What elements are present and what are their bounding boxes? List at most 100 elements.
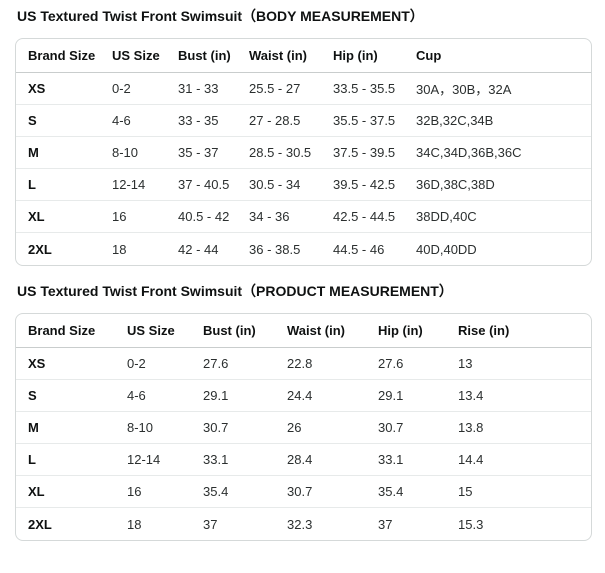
table-cell: 28.4 (275, 444, 366, 476)
table-cell: 13 (446, 348, 591, 380)
brand-size-cell: XL (16, 201, 100, 233)
body-measurement-section: US Textured Twist Front Swimsuit（BODY ME… (15, 8, 592, 266)
table-cell: 16 (100, 201, 166, 233)
table-cell: 24.4 (275, 380, 366, 412)
header-row: Brand Size US Size Bust (in) Waist (in) … (16, 314, 591, 348)
table-cell: 37.5 - 39.5 (321, 137, 404, 169)
table-cell: 28.5 - 30.5 (237, 137, 321, 169)
body-measurement-title: US Textured Twist Front Swimsuit（BODY ME… (17, 8, 424, 24)
column-header-brand-size: Brand Size (16, 314, 115, 348)
column-header-brand-size: Brand Size (16, 39, 100, 73)
table-cell: 35.4 (191, 476, 275, 508)
table-cell: 38DD,40C (404, 201, 591, 233)
table-cell: 37 (203, 516, 218, 532)
table-cell: 12-14 (115, 444, 191, 476)
body-measurement-table: Brand Size US Size Bust (in) Waist (in) … (15, 38, 592, 266)
table-cell: 27.6 (366, 348, 446, 380)
product-measurement-section: US Textured Twist Front Swimsuit（PRODUCT… (15, 283, 592, 541)
table-cell: 40D,40DD (416, 241, 477, 257)
table-row: S 4-6 29.1 24.4 29.1 13.4 (16, 380, 591, 412)
table-cell: 42 - 44 (178, 241, 219, 257)
column-header-hip: Hip (in) (321, 39, 404, 73)
table-cell: 27 - 28.5 (237, 105, 321, 137)
brand-size-cell: 2XL (28, 516, 52, 532)
table-cell: 33.1 (366, 444, 446, 476)
brand-size-cell: L (16, 169, 100, 201)
table-cell: 25.5 - 27 (237, 73, 321, 105)
table-cell: 34C,34D,36B,36C (404, 137, 591, 169)
brand-size-cell: M (16, 137, 100, 169)
table-row: L 12-14 33.1 28.4 33.1 14.4 (16, 444, 591, 476)
table-cell: 4-6 (115, 380, 191, 412)
table-cell: 35 - 37 (166, 137, 237, 169)
brand-size-cell: 2XL (28, 241, 52, 257)
table-cell: 37 - 40.5 (166, 169, 237, 201)
table-cell: 37 (378, 516, 393, 532)
column-header-us-size: US Size (115, 314, 191, 348)
column-header-bust: Bust (in) (191, 314, 275, 348)
table-row: S 4-6 33 - 35 27 - 28.5 35.5 - 37.5 32B,32C,3… (16, 105, 591, 137)
table-cell: 30A，30B，32A (404, 73, 591, 105)
table-row: XL 16 40.5 - 42 34 - 36 42.5 - 44.5 38DD,40C (16, 201, 591, 233)
table-cell: 4-6 (100, 105, 166, 137)
table-cell: 42.5 - 44.5 (321, 201, 404, 233)
table-cell: 22.8 (275, 348, 366, 380)
table-row: L 12-14 37 - 40.5 30.5 - 34 39.5 - 42.5 36D,3… (16, 169, 591, 201)
column-header-rise: Rise (in) (446, 314, 591, 348)
table-row: 2XL 18 42 - 44 36 - 38.5 44.5 - 46 40D,40DD (16, 233, 591, 265)
table-cell: 40.5 - 42 (166, 201, 237, 233)
table-cell: 32.3 (287, 516, 313, 532)
table-cell: 33.5 - 35.5 (321, 73, 404, 105)
table-cell: 29.1 (191, 380, 275, 412)
product-measurement-title: US Textured Twist Front Swimsuit（PRODUCT… (17, 283, 453, 299)
product-measurement-table: Brand Size US Size Bust (in) Waist (in) … (15, 313, 592, 541)
table-cell: 12-14 (100, 169, 166, 201)
table-cell: 39.5 - 42.5 (321, 169, 404, 201)
column-header-hip: Hip (in) (366, 314, 446, 348)
table-cell: 26 (275, 412, 366, 444)
table-row: XS 0-2 27.6 22.8 27.6 13 (16, 348, 591, 380)
table-cell: 31 - 33 (166, 73, 237, 105)
table-cell: 30.7 (366, 412, 446, 444)
table-cell: 27.6 (191, 348, 275, 380)
table-row: M 8-10 30.7 26 30.7 13.8 (16, 412, 591, 444)
table-cell: 35.4 (366, 476, 446, 508)
table-row: XL 16 35.4 30.7 35.4 15 (16, 476, 591, 508)
table-cell: 0-2 (100, 73, 166, 105)
table-cell: 18 (112, 241, 127, 257)
table-cell: 13.8 (446, 412, 591, 444)
table-row: 2XL 18 37 32.3 37 15.3 (16, 508, 591, 540)
column-header-bust: Bust (in) (166, 39, 237, 73)
table-cell: 15 (446, 476, 591, 508)
size-chart-page: US Textured Twist Front Swimsuit（BODY ME… (15, 8, 592, 541)
table-cell: 30.7 (191, 412, 275, 444)
brand-size-cell: XS (16, 73, 100, 105)
brand-size-cell: XL (16, 476, 115, 508)
column-header-us-size: US Size (100, 39, 166, 73)
table-cell: 32B,32C,34B (404, 105, 591, 137)
table-cell: 29.1 (366, 380, 446, 412)
table-cell: 30.5 - 34 (237, 169, 321, 201)
column-header-waist: Waist (in) (275, 314, 366, 348)
table-cell: 15.3 (458, 516, 484, 532)
column-header-waist: Waist (in) (237, 39, 321, 73)
brand-size-cell: M (16, 412, 115, 444)
table-cell: 8-10 (100, 137, 166, 169)
table-cell: 18 (127, 516, 142, 532)
table-cell: 30.7 (275, 476, 366, 508)
table-cell: 33 - 35 (166, 105, 237, 137)
table-cell: 16 (115, 476, 191, 508)
table-row: XS 0-2 31 - 33 25.5 - 27 33.5 - 35.5 30A，30B，… (16, 73, 591, 105)
table-cell: 8-10 (115, 412, 191, 444)
header-row: Brand Size US Size Bust (in) Waist (in) … (16, 39, 591, 73)
table-cell: 35.5 - 37.5 (321, 105, 404, 137)
table-row: M 8-10 35 - 37 28.5 - 30.5 37.5 - 39.5 34C,34… (16, 137, 591, 169)
table-cell: 34 - 36 (237, 201, 321, 233)
table-cell: 14.4 (446, 444, 591, 476)
table-cell: 44.5 - 46 (333, 241, 385, 257)
brand-size-cell: S (16, 380, 115, 412)
table-cell: 0-2 (115, 348, 191, 380)
table-cell: 36 - 38.5 (249, 241, 301, 257)
table-cell: 13.4 (446, 380, 591, 412)
table-cell: 36D,38C,38D (404, 169, 591, 201)
